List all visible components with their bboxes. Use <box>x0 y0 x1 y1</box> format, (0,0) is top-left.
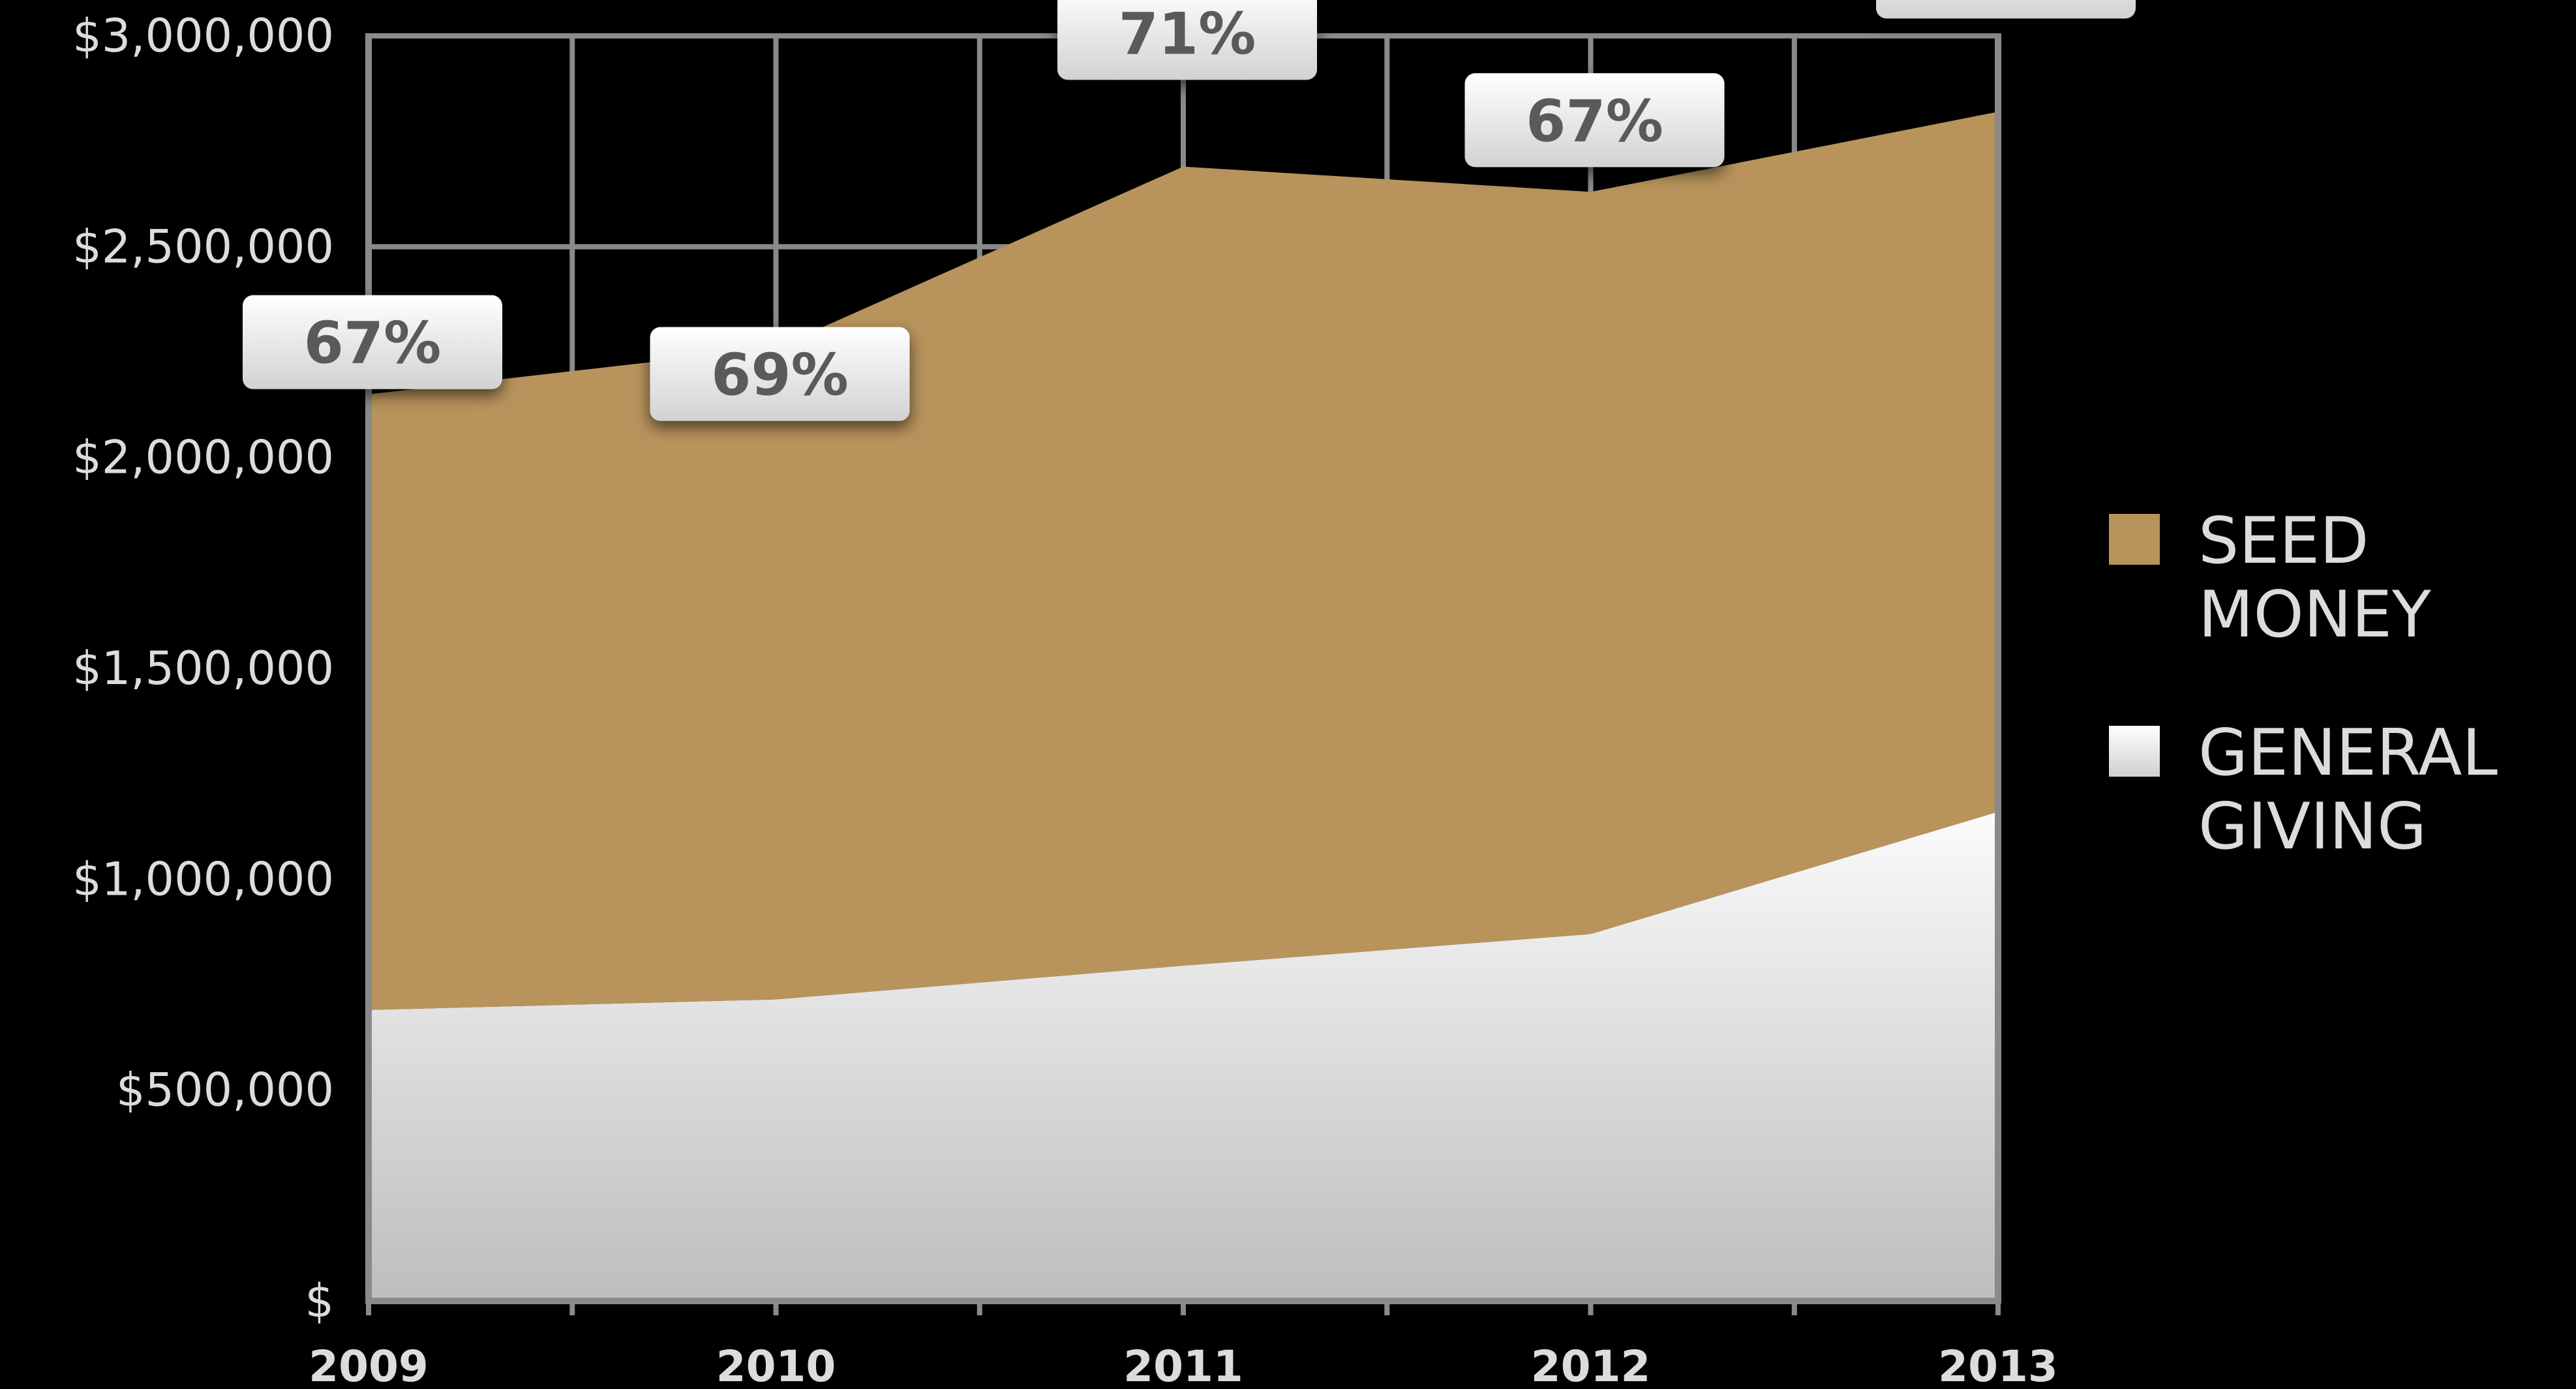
percent-badge-label: 67% <box>304 310 442 377</box>
percent-annotations: 67% 69% 71% 67% 59% <box>243 0 2136 421</box>
plot-area <box>369 112 1998 1301</box>
percent-badge-box <box>1464 73 1725 168</box>
x-tick-label: 2012 <box>1531 1341 1651 1389</box>
percent-badge: 67% <box>243 295 502 389</box>
y-tick-label: $3,000,000 <box>72 9 334 63</box>
percent-badge: 69% <box>650 327 910 421</box>
percent-badge-box <box>1057 0 1317 80</box>
y-tick-label: $500,000 <box>116 1064 334 1117</box>
area-general-giving <box>369 811 1998 1301</box>
legend-label-line2: GIVING <box>2198 790 2427 864</box>
percent-badge: 71% <box>1057 0 1317 80</box>
legend-swatch <box>2109 726 2160 777</box>
percent-badge: 67% <box>1464 73 1725 168</box>
x-tick-label: 2009 <box>309 1341 429 1389</box>
percent-badge-box <box>1876 0 2136 19</box>
percent-badge-label: 71% <box>1119 0 1256 67</box>
y-tick-label: $1,500,000 <box>72 642 334 695</box>
legend-label-line1: SEED <box>2198 504 2369 578</box>
percent-badge-label: 67% <box>1526 87 1663 155</box>
percent-badge: 59% <box>1876 0 2136 19</box>
legend-label-line2: MONEY <box>2198 578 2432 652</box>
percent-badge-label: 59% <box>1937 0 2075 6</box>
percent-badge-box <box>650 327 910 421</box>
legend-label-line1: GENERAL <box>2198 716 2498 790</box>
percent-badge-box <box>243 295 502 389</box>
legend-swatch <box>2109 514 2160 565</box>
x-tick-label: 2010 <box>716 1341 836 1389</box>
x-tick-label: 2013 <box>1938 1341 2058 1389</box>
y-tick-label: $2,500,000 <box>72 220 334 273</box>
y-tick-label: $2,000,000 <box>72 431 334 485</box>
axes: $ $500,000 $1,000,000 $1,500,000 $2,000,000 $… <box>72 9 2058 1389</box>
y-tick-label: $1,000,000 <box>72 852 334 906</box>
y-tick-label: $ <box>305 1274 334 1328</box>
x-tick-label: 2011 <box>1123 1341 1243 1389</box>
area-seed-money <box>369 112 1998 1010</box>
percent-badge-label: 69% <box>711 342 849 409</box>
